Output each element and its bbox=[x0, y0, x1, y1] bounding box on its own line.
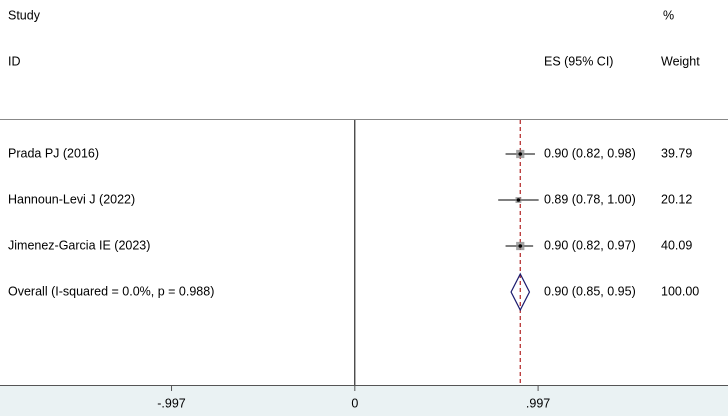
overall-weight-label: 100.00 bbox=[661, 284, 699, 298]
point-estimate bbox=[518, 244, 523, 248]
overall-diamond bbox=[510, 272, 531, 312]
x-tick-label: 0 bbox=[351, 396, 358, 410]
header-id: ID bbox=[8, 54, 21, 68]
es-label: 0.90 (0.82, 0.97) bbox=[544, 238, 636, 252]
x-tick-label: -.997 bbox=[157, 396, 186, 410]
point-estimate bbox=[518, 152, 523, 156]
header-study: Study bbox=[8, 8, 41, 22]
header-es: ES (95% CI) bbox=[544, 54, 613, 68]
header-percent: % bbox=[663, 8, 674, 22]
study-name: Hannoun-Levi J (2022) bbox=[8, 192, 135, 206]
study-name: Prada PJ (2016) bbox=[8, 146, 99, 160]
weight-label: 20.12 bbox=[661, 192, 692, 206]
x-tick-label: .997 bbox=[526, 396, 550, 410]
weight-label: 40.09 bbox=[661, 238, 692, 252]
study-name: Jimenez-Garcia IE (2023) bbox=[8, 238, 150, 252]
axis-band bbox=[0, 385, 728, 416]
header-weight: Weight bbox=[661, 54, 700, 68]
overall-name: Overall (I-squared = 0.0%, p = 0.988) bbox=[8, 284, 214, 298]
es-label: 0.90 (0.82, 0.98) bbox=[544, 146, 636, 160]
point-estimate bbox=[516, 198, 521, 202]
weight-label: 39.79 bbox=[661, 146, 692, 160]
es-label: 0.89 (0.78, 1.00) bbox=[544, 192, 636, 206]
overall-es-label: 0.90 (0.85, 0.95) bbox=[544, 284, 636, 298]
